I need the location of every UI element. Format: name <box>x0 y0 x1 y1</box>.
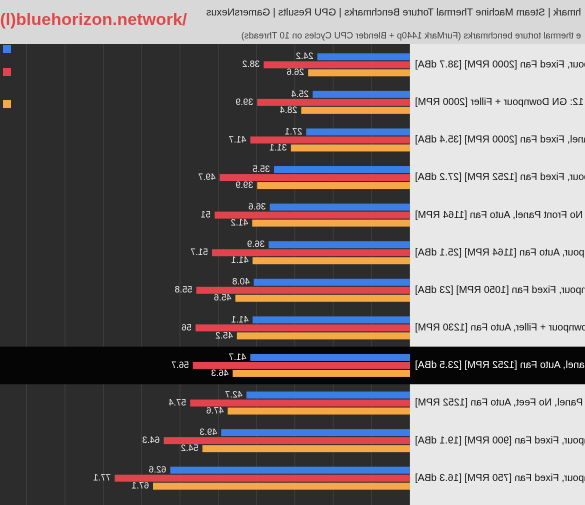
bar <box>153 482 410 490</box>
value-label: 28.4 <box>280 105 298 115</box>
category-label: mpour, Fixed Fan [2000 RPM] [38.7 dBA] <box>415 59 585 70</box>
value-label: 56 <box>182 322 192 332</box>
category-label: npour, Fixed Fan [750 RPM] [16.3 dBA] <box>415 473 585 484</box>
category-label: Panel, Auto Fan [1252 RPM] [23.5 dBA] <box>415 360 585 371</box>
value-label: 31.1 <box>269 142 287 152</box>
bar <box>170 466 410 474</box>
value-label: 36.6 <box>248 202 266 212</box>
value-label: 26.6 <box>287 67 305 77</box>
value-label: 41.1 <box>231 314 249 324</box>
value-label: 41.7 <box>229 134 247 144</box>
value-label: 54.2 <box>181 443 199 453</box>
value-label: 40.8 <box>232 277 250 287</box>
value-label: 55.8 <box>175 285 193 295</box>
value-label: 67.1 <box>131 481 149 491</box>
value-label: 42.7 <box>225 389 243 399</box>
value-label: 56.7 <box>171 360 189 370</box>
bar <box>312 90 410 98</box>
value-label: 77.1 <box>93 473 111 483</box>
grid <box>0 44 410 505</box>
category-label: npour, Fixed Fan [1252 RPM] [27.2 dBA] <box>415 172 585 183</box>
bar <box>290 144 410 152</box>
bar <box>317 53 410 61</box>
bar <box>232 369 410 377</box>
bar <box>269 203 410 211</box>
value-label: 62.6 <box>149 465 167 475</box>
value-label: 51 <box>201 210 211 220</box>
category-label: Downpour + Filler, Auto Fan [1230 RPM] <box>415 323 585 334</box>
value-label: 51.7 <box>190 247 208 257</box>
value-label: 45.6 <box>214 293 232 303</box>
bar <box>195 324 410 332</box>
category-label: Panel, Fixed Fan [2000 RPM] [35.4 dBA] <box>415 135 585 146</box>
value-label: 41.1 <box>231 255 249 265</box>
value-label: 47.6 <box>206 405 224 415</box>
bar <box>192 361 410 369</box>
bar <box>306 128 410 136</box>
bar <box>246 391 410 399</box>
bar <box>274 166 410 174</box>
value-label: 35.5 <box>253 164 271 174</box>
legend-swatch <box>3 68 11 76</box>
value-label: 25.4 <box>291 89 309 99</box>
bar <box>250 353 410 361</box>
value-label: 49.7 <box>198 172 216 182</box>
bar <box>227 407 410 415</box>
value-label: 41.7 <box>229 352 247 362</box>
bar <box>221 429 410 437</box>
bar <box>268 241 410 249</box>
bar <box>219 174 410 182</box>
category-label: 1: No Front Panel, Auto Fan [1164 RPM] <box>415 210 585 221</box>
value-label: 41.2 <box>231 218 249 228</box>
bar <box>253 278 410 286</box>
bar <box>236 332 410 340</box>
value-label: 57.4 <box>169 397 187 407</box>
bar <box>214 211 410 219</box>
bar <box>308 69 410 77</box>
bar <box>163 437 410 445</box>
legend-swatch <box>3 45 11 53</box>
watermark: (l)bluehorizon.network/ <box>0 10 187 29</box>
bar <box>250 136 410 144</box>
value-label: 39.9 <box>236 97 254 107</box>
value-label: 36.9 <box>247 239 265 249</box>
bar <box>252 257 410 265</box>
label-bg <box>410 44 585 505</box>
bar <box>252 219 410 227</box>
header-bg <box>0 0 585 44</box>
value-label: 27.1 <box>285 126 303 136</box>
value-label: 38.2 <box>242 59 260 69</box>
bar <box>263 61 410 69</box>
bar <box>257 182 410 190</box>
bar <box>114 474 410 482</box>
value-label: 64.3 <box>142 435 160 445</box>
bar <box>301 106 410 114</box>
category-label: npour, Fixed Fan [900 RPM] [19.1 dBA] <box>415 435 585 446</box>
value-label: 49.3 <box>200 427 218 437</box>
value-label: 24.2 <box>296 51 314 61</box>
category-label: 12: GN Downpour + Filler [2000 RPM] <box>415 97 584 108</box>
bar <box>190 399 410 407</box>
category-label: npour, Fixed Fan [1050 RPM] [23 dBA] <box>415 285 585 296</box>
bar <box>235 294 410 302</box>
bar <box>252 316 410 324</box>
chart-subtitle: e thermal torture benchmarks (FurMark 14… <box>241 30 581 40</box>
bar <box>257 98 410 106</box>
chart-title: hmark | Steam Machine Thermal Torture Be… <box>206 8 581 19</box>
bar <box>211 249 410 257</box>
value-label: 39.9 <box>236 180 254 190</box>
legend-swatch <box>3 100 11 108</box>
bar <box>202 445 410 453</box>
value-label: 45.2 <box>215 330 233 340</box>
category-label: Panel, No Feet, Auto Fan [1252 RPM] <box>415 398 583 409</box>
bar <box>196 286 410 294</box>
category-label: npour, Auto Fan [1164 RPM] [25.1 dBA] <box>415 247 585 258</box>
value-label: 46.3 <box>211 368 229 378</box>
